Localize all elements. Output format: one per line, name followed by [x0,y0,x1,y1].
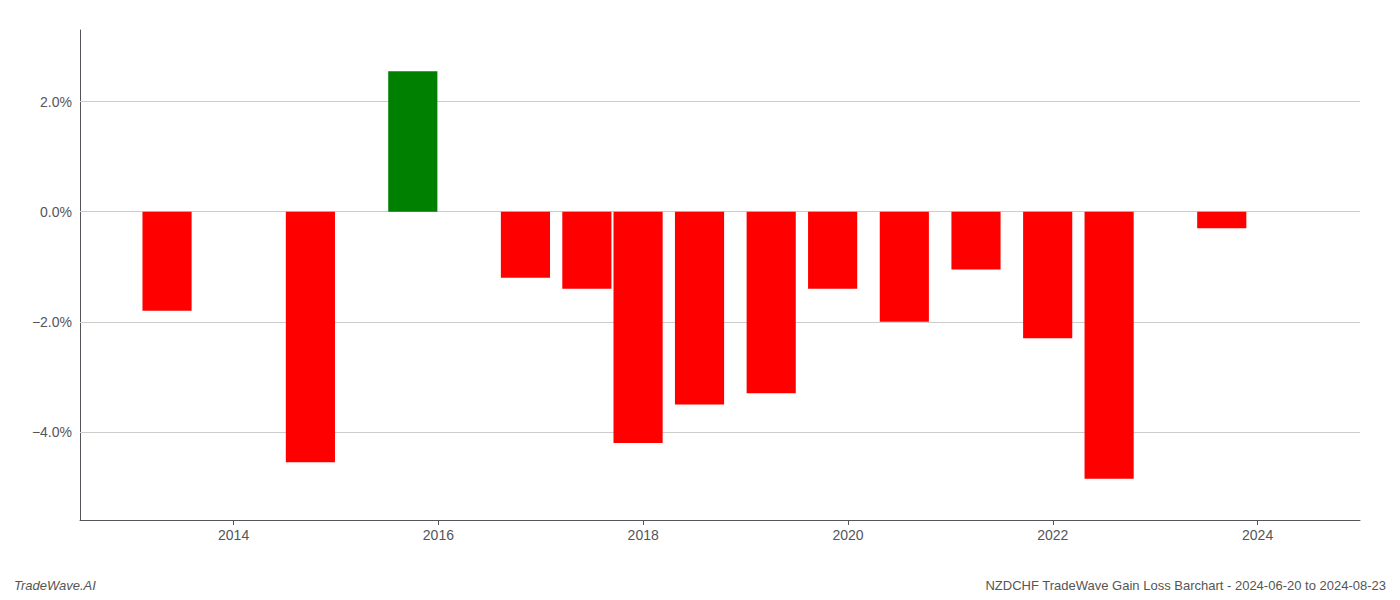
svg-text:2.0%: 2.0% [40,94,72,110]
svg-text:0.0%: 0.0% [40,204,72,220]
svg-text:TradeWave.AI: TradeWave.AI [14,578,96,593]
svg-text:2014: 2014 [218,527,249,543]
svg-text:2018: 2018 [628,527,659,543]
svg-text:NZDCHF TradeWave Gain Loss Bar: NZDCHF TradeWave Gain Loss Barchart - 20… [985,578,1386,593]
svg-text:−2.0%: −2.0% [32,314,72,330]
svg-text:2020: 2020 [832,527,863,543]
svg-text:2022: 2022 [1037,527,1068,543]
svg-text:−4.0%: −4.0% [32,424,72,440]
svg-text:2024: 2024 [1242,527,1273,543]
svg-text:2016: 2016 [423,527,454,543]
